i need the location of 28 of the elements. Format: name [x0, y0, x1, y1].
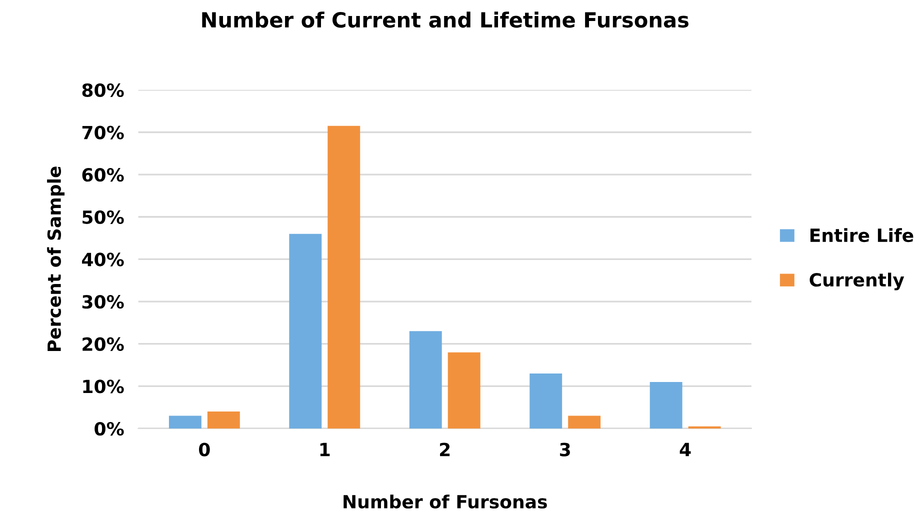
chart-title: Number of Current and Lifetime Fursonas [202, 12, 688, 28]
x-tick-label: 1 [320, 442, 330, 456]
x-tick-label: 3 [560, 442, 570, 456]
bar [289, 234, 322, 428]
y-tick-label: 40% [82, 252, 124, 266]
bar [568, 416, 601, 428]
y-tick-label: 70% [82, 126, 124, 140]
y-tick-label: 0% [94, 422, 124, 436]
legend-label: Entire Life [810, 228, 914, 242]
bar [207, 412, 240, 428]
y-tick-label: 10% [83, 380, 124, 394]
bar [328, 126, 360, 428]
x-axis-title: Number of Fursonas [344, 494, 547, 509]
legend-label: Currently [810, 272, 904, 290]
bar [530, 373, 562, 428]
bar [409, 331, 442, 428]
bar [448, 352, 480, 428]
y-tick-label: 60% [82, 168, 124, 182]
bar [650, 382, 682, 428]
y-tick-label: 50% [82, 210, 124, 224]
y-axis-title: Percent of Sample [47, 166, 65, 352]
y-tick-label: 20% [82, 337, 124, 351]
y-tick-label: 80% [82, 83, 124, 98]
y-tick-label: 30% [82, 294, 124, 309]
bar [168, 416, 202, 428]
x-tick-label: 2 [440, 442, 450, 456]
x-tick-label: 0 [199, 442, 210, 456]
x-tick-label: 4 [680, 442, 691, 456]
